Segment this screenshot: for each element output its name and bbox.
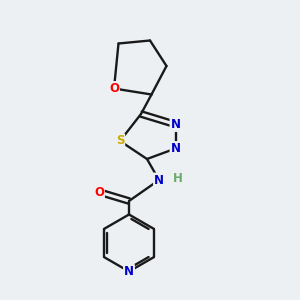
Text: N: N [170, 142, 181, 155]
Text: H: H [172, 172, 182, 185]
Text: S: S [116, 134, 124, 148]
Text: O: O [109, 82, 119, 95]
Text: N: N [154, 173, 164, 187]
Text: N: N [170, 118, 181, 131]
Text: O: O [94, 185, 104, 199]
Text: N: N [124, 265, 134, 278]
